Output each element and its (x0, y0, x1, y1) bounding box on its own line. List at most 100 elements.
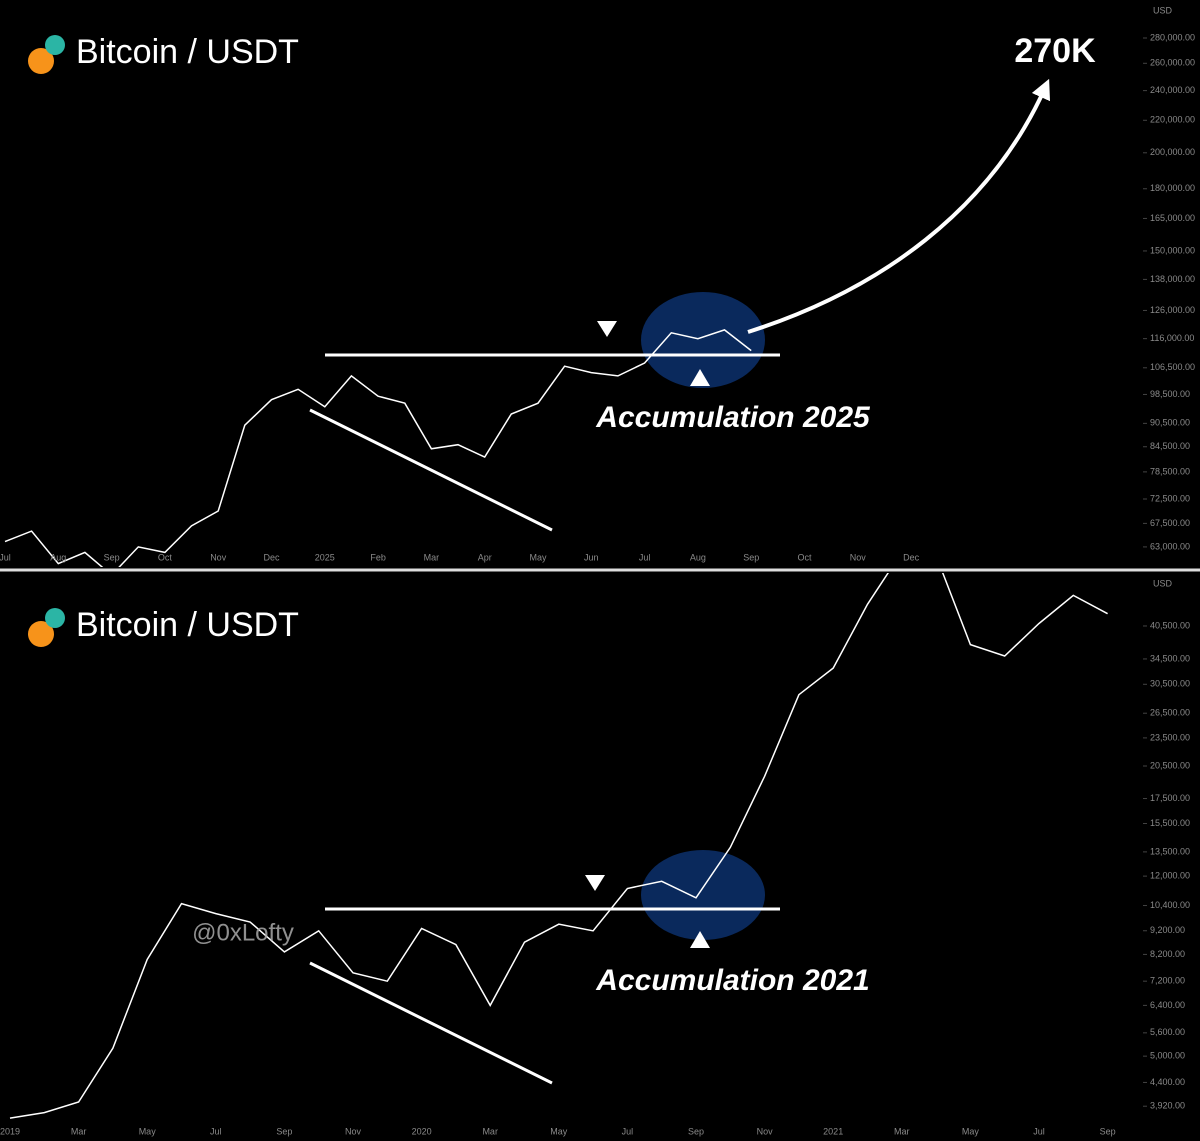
target-label: 270K (1014, 32, 1096, 70)
y-tick-label: 10,400.00 (1150, 900, 1190, 910)
x-tick-label: Sep (688, 1126, 704, 1136)
x-tick-label: Dec (903, 552, 920, 562)
y-tick-label: 20,500.00 (1150, 760, 1190, 770)
plot-area (9, 573, 1108, 1119)
x-tick-label: May (962, 1126, 980, 1136)
x-tick-label: Mar (71, 1126, 87, 1136)
trend-line (309, 408, 553, 532)
x-tick-label: Nov (757, 1126, 774, 1136)
y-tick-label: 13,500.00 (1150, 846, 1190, 856)
chart-title: Bitcoin / USDT (76, 33, 299, 71)
exchange-badge (45, 35, 65, 55)
y-tick-label: 23,500.00 (1150, 732, 1190, 742)
y-tick-label: 116,000.00 (1150, 333, 1194, 343)
x-tick-label: 2025 (315, 552, 335, 562)
highlight-ellipse (641, 292, 765, 388)
x-tick-label: Aug (50, 552, 66, 562)
watermark: @0xLofty (192, 919, 294, 946)
x-tick-label: Jul (210, 1126, 222, 1136)
x-tick-label: 2020 (412, 1126, 432, 1136)
x-tick-label: Sep (276, 1126, 292, 1136)
y-tick-label: 8,200.00 (1150, 949, 1185, 959)
x-tick-label: 2021 (823, 1126, 843, 1136)
y-tick-label: 63,000.00 (1150, 541, 1190, 551)
y-tick-label: 260,000.00 (1150, 58, 1195, 68)
y-tick-label: 72,500.00 (1150, 493, 1190, 503)
y-tick-label: 150,000.00 (1150, 245, 1195, 255)
up-marker (690, 931, 710, 948)
y-tick-label: 34,500.00 (1150, 653, 1190, 663)
y-tick-label: 165,000.00 (1150, 213, 1195, 223)
x-tick-label: May (139, 1126, 157, 1136)
exchange-badge (45, 608, 65, 628)
x-tick-label: Apr (478, 552, 492, 562)
x-tick-label: Jul (1033, 1126, 1045, 1136)
price-line (9, 573, 1108, 1119)
y-tick-label: 7,200.00 (1150, 976, 1185, 986)
x-tick-label: Oct (158, 552, 173, 562)
y-tick-label: 5,600.00 (1150, 1027, 1185, 1037)
y-tick-label: 90,500.00 (1150, 418, 1190, 428)
annotation: Accumulation 2025 (595, 401, 871, 434)
x-tick-label: Nov (345, 1126, 362, 1136)
projection-arrow (747, 78, 1050, 334)
y-tick-label: 5,000.00 (1150, 1051, 1185, 1061)
coin-icon (28, 621, 54, 647)
x-tick-label: May (529, 552, 547, 562)
y-tick-label: 67,500.00 (1150, 518, 1190, 528)
x-tick-label: Jul (622, 1126, 634, 1136)
highlight-ellipse (641, 850, 765, 940)
y-tick-label: 78,500.00 (1150, 466, 1190, 476)
y-tick-label: 280,000.00 (1150, 32, 1195, 42)
y-tick-label: 9,200.00 (1150, 925, 1185, 935)
y-tick-label: 126,000.00 (1150, 305, 1195, 315)
y-tick-label: 15,500.00 (1150, 818, 1190, 828)
y-tick-label: 3,920.00 (1150, 1101, 1185, 1111)
down-marker (585, 875, 605, 891)
y-tick-label: 180,000.00 (1150, 183, 1195, 193)
x-tick-label: Mar (894, 1126, 910, 1136)
y-tick-label: 12,000.00 (1150, 870, 1190, 880)
x-tick-label: Jul (639, 552, 651, 562)
x-tick-label: Sep (743, 552, 759, 562)
x-tick-label: 2019 (0, 1126, 20, 1136)
down-marker (597, 321, 617, 337)
x-tick-label: Mar (424, 552, 440, 562)
chart-title: Bitcoin / USDT (76, 606, 299, 644)
x-tick-label: Jul (0, 552, 11, 562)
y-tick-label: 30,500.00 (1150, 679, 1190, 689)
x-tick-label: Mar (482, 1126, 498, 1136)
x-tick-label: Oct (797, 552, 812, 562)
price-line (4, 329, 752, 567)
annotation: Accumulation 2021 (595, 964, 869, 997)
x-tick-label: Feb (370, 552, 386, 562)
x-tick-label: Aug (690, 552, 706, 562)
y-tick-label: 40,500.00 (1150, 620, 1190, 630)
y-tick-label: 138,000.00 (1150, 274, 1195, 284)
y-tick-label: 240,000.00 (1150, 85, 1195, 95)
x-tick-label: Sep (104, 552, 120, 562)
y-tick-label: 4,400.00 (1150, 1077, 1185, 1087)
y-tick-label: 84,500.00 (1150, 441, 1190, 451)
x-tick-label: Nov (850, 552, 867, 562)
y-tick-label: 6,400.00 (1150, 1000, 1185, 1010)
axis-unit: USD (1153, 578, 1173, 588)
y-tick-label: 200,000.00 (1150, 147, 1195, 157)
series-layer (4, 329, 1108, 1119)
x-tick-label: Jun (584, 552, 599, 562)
x-tick-label: May (550, 1126, 568, 1136)
x-tick-label: Dec (263, 552, 280, 562)
coin-icon (28, 48, 54, 74)
x-tick-label: Sep (1100, 1126, 1116, 1136)
trend-line (309, 961, 553, 1085)
y-tick-label: 98,500.00 (1150, 389, 1190, 399)
x-tick-label: Nov (210, 552, 227, 562)
y-tick-label: 220,000.00 (1150, 115, 1195, 125)
y-tick-label: 106,500.00 (1150, 362, 1195, 372)
y-tick-label: 17,500.00 (1150, 793, 1190, 803)
up-marker (690, 369, 710, 386)
axis-unit: USD (1153, 5, 1173, 15)
y-tick-label: 26,500.00 (1150, 708, 1190, 718)
plot-area (4, 329, 752, 567)
